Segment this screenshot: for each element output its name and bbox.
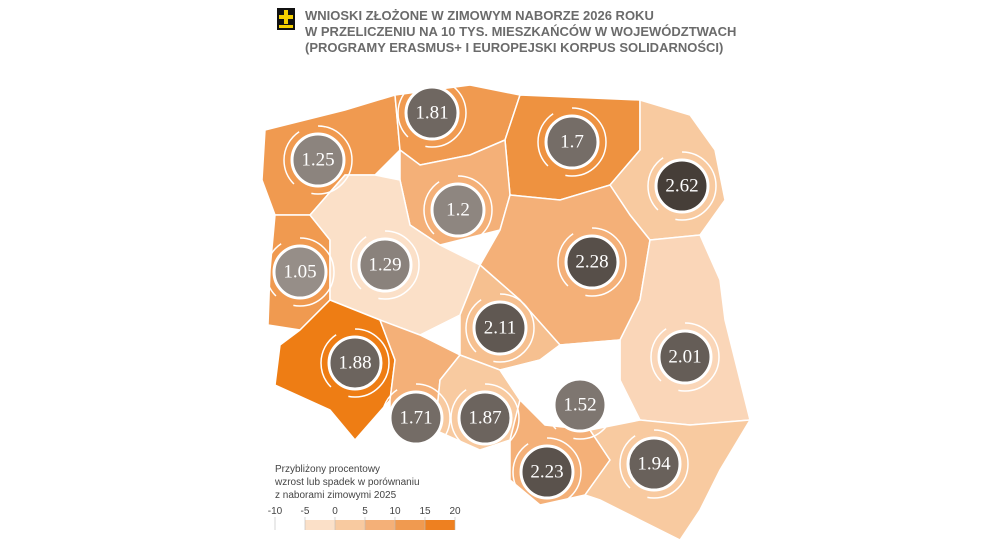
ring: [320, 328, 390, 398]
ring: [512, 437, 582, 507]
value-label: 1.29: [368, 254, 401, 275]
legend-tick-label: -5: [301, 506, 310, 517]
ring: [381, 383, 451, 453]
legend-swatch: [335, 520, 365, 530]
value-label: 1.88: [338, 352, 371, 373]
value-label: 1.25: [301, 149, 334, 170]
value-label: 2.23: [530, 461, 563, 482]
value-label: 1.71: [399, 407, 432, 428]
legend-swatch: [395, 520, 425, 530]
legend-title: z naborami zimowymi 2025: [275, 490, 397, 501]
ring: [265, 237, 335, 307]
legend: Przybliżony procentowy wzrost lub spadek…: [268, 464, 461, 530]
legend-title: Przybliżony procentowy: [275, 464, 380, 475]
ring: [423, 175, 493, 245]
ring: [650, 322, 720, 392]
ring: [283, 125, 353, 195]
value-label: 1.87: [468, 407, 501, 428]
value-label: 1.2: [446, 199, 470, 220]
value-label: 1.81: [415, 102, 448, 123]
title-line: (PROGRAMY ERASMUS+ I EUROPEJSKI KORPUS S…: [305, 40, 723, 55]
value-label: 1.05: [283, 261, 316, 282]
ring: [545, 370, 615, 440]
value-marker: [519, 444, 575, 500]
ring: [557, 227, 627, 297]
ring: [350, 230, 420, 300]
logo: [277, 8, 295, 30]
legend-tick-label: 10: [389, 506, 401, 517]
legend-swatch: [305, 520, 335, 530]
value-label: 2.28: [575, 251, 608, 272]
value-marker: [457, 390, 513, 446]
value-label: 1.94: [637, 453, 671, 474]
ring: [397, 78, 467, 148]
legend-tick-label: -10: [268, 506, 283, 517]
ring: [619, 429, 689, 499]
title-line: WNIOSKI ZŁOŻONE W ZIMOWYM NABORZE 2026 R…: [305, 8, 654, 23]
value-label: 1.7: [560, 131, 584, 152]
value-marker: [544, 114, 600, 170]
ring: [647, 151, 717, 221]
legend-tick-label: 5: [362, 506, 368, 517]
value-label: 2.62: [665, 175, 698, 196]
value-marker: [290, 132, 346, 188]
legend-tick-label: 20: [449, 506, 461, 517]
value-label: 1.52: [563, 394, 596, 415]
value-marker: [404, 85, 460, 141]
value-marker: [654, 158, 710, 214]
legend-tick-label: 0: [332, 506, 338, 517]
ring: [537, 107, 607, 177]
value-marker: [552, 377, 608, 433]
value-label: 2.01: [668, 346, 701, 367]
value-marker: [626, 436, 682, 492]
value-marker: [272, 244, 328, 300]
value-marker: [472, 300, 528, 356]
value-marker: [357, 237, 413, 293]
legend-tick-label: 15: [419, 506, 431, 517]
legend-swatch: [425, 520, 455, 530]
legend-swatch: [365, 520, 395, 530]
value-marker: [327, 335, 383, 391]
legend-title: wzrost lub spadek w porównaniu: [274, 477, 420, 488]
value-marker: [430, 182, 486, 238]
title-line: W PRZELICZENIU NA 10 TYS. MIESZKAŃCÓW W …: [305, 24, 736, 39]
ring: [465, 293, 535, 363]
value-label: 2.11: [484, 317, 517, 338]
map: 1.25 1.81 1.7 2.62 1.2 1.05 1.29 2.28 2.11 2.01 1.…: [261, 78, 752, 541]
value-marker: [564, 234, 620, 290]
ring: [450, 383, 520, 453]
value-marker: [388, 390, 444, 446]
value-marker: [657, 329, 713, 385]
legend-swatch: [275, 520, 305, 530]
